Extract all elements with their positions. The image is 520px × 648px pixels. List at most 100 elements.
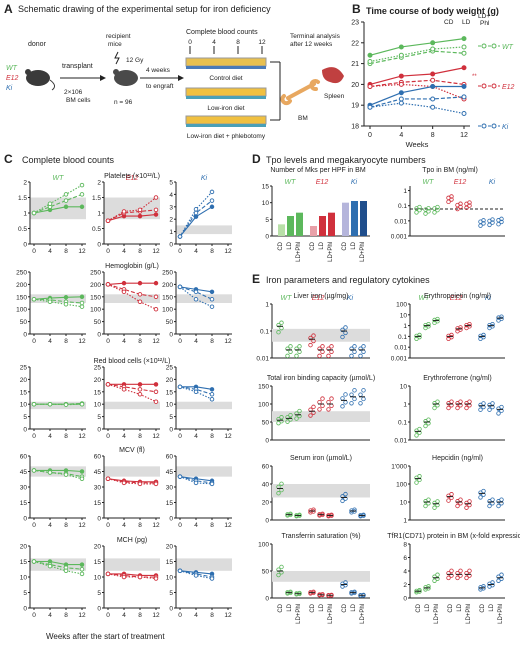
e-right-col-label: E12 xyxy=(450,295,463,302)
e-left-ytick-label: 100 xyxy=(258,402,269,409)
b-series-line xyxy=(369,50,465,65)
b-point xyxy=(461,65,467,71)
e-right-point xyxy=(496,578,501,583)
d-right-ytick-label: 0.01 xyxy=(394,218,407,225)
b-series-line xyxy=(369,102,465,115)
c-xtick-label: 4 xyxy=(194,433,198,440)
c-xtick-label: 12 xyxy=(78,248,86,255)
e-right-treatment-label: LD+Phl xyxy=(466,604,472,624)
c-reference-band xyxy=(104,466,160,477)
b-legend-label: E12 xyxy=(502,84,515,91)
c-reference-band xyxy=(104,401,160,410)
e-left-point xyxy=(349,353,354,359)
e-left-point xyxy=(361,388,366,393)
c-point xyxy=(137,387,143,392)
b-point xyxy=(430,104,436,110)
c-point xyxy=(79,476,85,481)
c-point xyxy=(63,198,69,203)
c-point xyxy=(177,384,183,390)
e-right-point xyxy=(478,495,483,500)
e-left-point xyxy=(288,344,293,349)
e-left-point xyxy=(320,344,325,349)
c-point xyxy=(79,294,85,300)
e-left-point xyxy=(361,344,366,349)
e-left-point xyxy=(340,404,345,409)
e-left-point xyxy=(297,408,302,414)
e-right-ytick-label: 0.01 xyxy=(394,438,407,445)
e-right-point xyxy=(449,399,454,404)
e-right-point xyxy=(414,590,419,595)
c-ytick-label: 50 xyxy=(20,319,28,326)
e-right-point xyxy=(464,570,469,576)
c-point xyxy=(153,389,159,395)
panel-a-letter: A xyxy=(4,2,13,16)
d-ytick-label: 10 xyxy=(262,200,270,207)
c-point xyxy=(209,289,215,295)
e-left-treatment-label: LD+Phl xyxy=(296,604,302,624)
c-point xyxy=(47,470,53,475)
b-point xyxy=(367,83,373,89)
c-series-line xyxy=(107,573,157,580)
e-left-point xyxy=(279,564,284,570)
b-legend-header: LD+ xyxy=(478,13,490,20)
d-treatment-label: LD+Phl xyxy=(296,242,302,262)
e-left-point xyxy=(279,320,284,325)
b-point xyxy=(461,50,467,56)
panel-a-title: Schematic drawing of the experimental se… xyxy=(18,4,271,14)
c-point xyxy=(47,201,53,206)
e-left-reference-band xyxy=(272,328,370,342)
e-right-point xyxy=(414,433,419,438)
c-point xyxy=(177,474,183,479)
e-right-point xyxy=(464,575,469,581)
e-left-ytick-label: 0.1 xyxy=(260,329,269,336)
b-point xyxy=(430,71,436,77)
c-point xyxy=(79,182,85,188)
c-ytick-label: 5 xyxy=(169,590,173,597)
c-reference-band xyxy=(30,294,86,303)
e-left-point xyxy=(279,481,284,486)
e-right-point xyxy=(458,399,463,404)
d-right-point xyxy=(449,194,454,199)
c-row-title: MCV (fl) xyxy=(119,447,145,454)
panel-e-letter: E xyxy=(252,272,261,286)
d-right-point xyxy=(426,206,431,211)
b-point xyxy=(461,111,467,117)
timeline-tick: 0 xyxy=(188,39,192,46)
e-right-point xyxy=(423,503,428,509)
bone-icon xyxy=(280,79,320,106)
c-point xyxy=(47,299,53,305)
c-series-line xyxy=(107,197,157,222)
e-right-point xyxy=(499,404,504,410)
c-series-line xyxy=(107,214,157,222)
c-point xyxy=(31,210,37,216)
e-right-ytick-label: 0.001 xyxy=(391,356,408,363)
d-right-ytick-label: 1 xyxy=(403,188,407,195)
c-point xyxy=(63,295,69,300)
terminal-label: Terminal analysis xyxy=(290,33,341,40)
c-xtick-label: 4 xyxy=(48,248,52,255)
c-series-line xyxy=(108,573,156,577)
c-xtick-label: 0 xyxy=(106,248,110,255)
c-xtick-label: 4 xyxy=(194,338,198,345)
c-point xyxy=(209,392,215,397)
c-ytick-label: 25 xyxy=(166,365,174,372)
c-ytick-label: 25 xyxy=(94,365,102,372)
c-xtick-label: 12 xyxy=(152,612,160,619)
e-right-col-label: Ki xyxy=(485,295,492,302)
e-left-point xyxy=(297,413,302,419)
e-right-point xyxy=(446,570,451,576)
recipient-mouse-ear xyxy=(113,69,119,75)
c-ytick-label: 60 xyxy=(94,454,102,461)
e-left-ytick-label: 100 xyxy=(258,542,269,549)
e-right-point xyxy=(414,480,419,485)
e-left-point xyxy=(358,353,363,359)
c-xtick-label: 0 xyxy=(178,612,182,619)
d-right-col-label: WT xyxy=(423,179,435,186)
e-right-point xyxy=(455,575,460,581)
c-ytick-label: 200 xyxy=(90,282,101,289)
c-point xyxy=(193,297,199,302)
transplant-label: transplant xyxy=(62,63,93,70)
c-point xyxy=(137,292,143,297)
e-right-ytick-label: 8 xyxy=(403,542,407,549)
